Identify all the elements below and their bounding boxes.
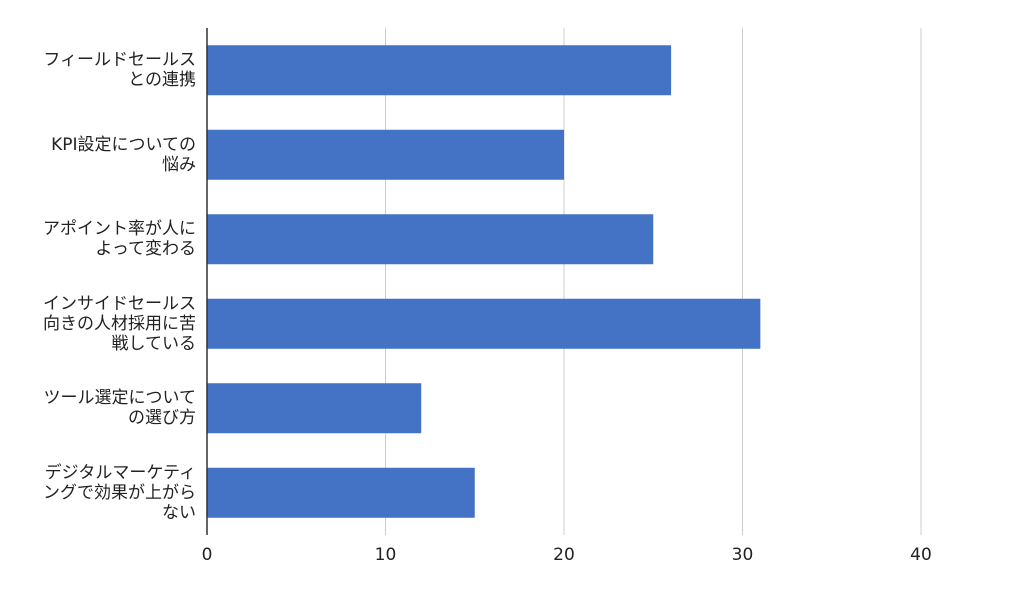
y-tick-label: インサイドセールス向きの人材採用に苦戦している	[43, 293, 196, 354]
bar	[207, 129, 564, 180]
y-tick-label: フィールドセールスとの連携	[43, 50, 196, 91]
x-tick-label: 0	[202, 545, 213, 565]
x-tick-label: 20	[553, 545, 575, 565]
bar	[207, 45, 672, 96]
bar	[207, 298, 761, 349]
bar	[207, 467, 475, 518]
x-tick-label: 30	[732, 545, 754, 565]
y-tick-label: アポイント率が人によって変わる	[43, 219, 196, 260]
y-tick-label: ツール選定についての選び方	[43, 388, 197, 429]
bar	[207, 214, 654, 265]
y-tick-label: KPI設定についての悩み	[51, 134, 196, 175]
bar	[207, 383, 422, 434]
y-tick-label: デジタルマーケティングで効果が上がらない	[43, 462, 196, 523]
x-tick-label: 40	[910, 545, 932, 565]
x-tick-label: 10	[375, 545, 397, 565]
